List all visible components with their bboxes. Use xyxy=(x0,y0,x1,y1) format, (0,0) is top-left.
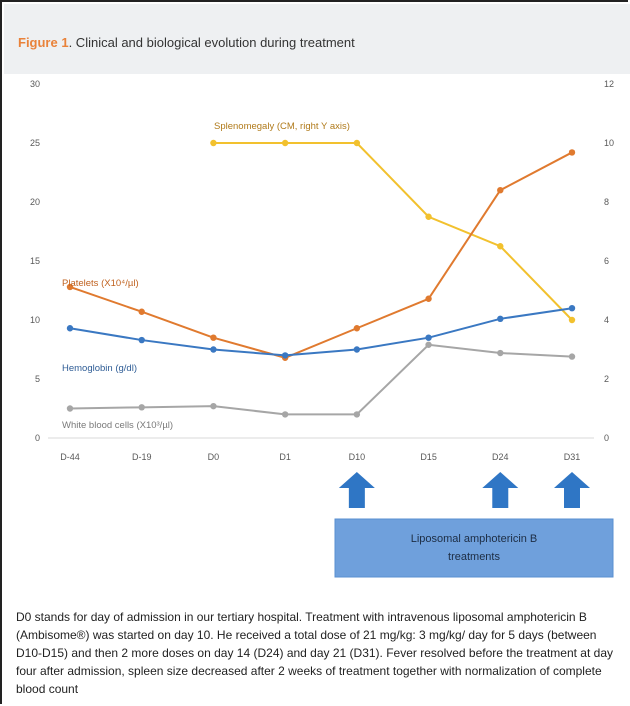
treatment-arrows xyxy=(338,472,590,508)
x-tick-label: D24 xyxy=(492,452,509,462)
series-point xyxy=(66,283,74,291)
series-point xyxy=(425,295,432,302)
series-point xyxy=(138,336,145,344)
treatment-box: Liposomal amphotericin B treatments xyxy=(334,518,614,578)
series-point xyxy=(210,346,217,353)
series-point xyxy=(66,325,74,332)
x-tick-label: D0 xyxy=(208,452,220,462)
y-right-tick-label: 12 xyxy=(604,79,614,89)
series-point xyxy=(425,341,432,348)
y-left-tick-label: 30 xyxy=(30,79,40,89)
treatment-arrow xyxy=(482,472,519,508)
series-line xyxy=(213,142,573,321)
series-point xyxy=(210,402,217,410)
series-point xyxy=(568,305,576,312)
series-labels: Splenomegaly (CM, right Y axis) Platelets… xyxy=(62,121,350,431)
series-point xyxy=(353,139,361,147)
x-tick-label: D10 xyxy=(349,452,366,462)
y-left-tick-label: 10 xyxy=(30,315,40,325)
series-label: Splenomegaly (CM, right Y axis) xyxy=(214,121,350,132)
y-left-tick-label: 15 xyxy=(30,256,40,266)
y-left-tick-label: 25 xyxy=(30,138,40,148)
right-y-axis: 0 2 4 6 8 10 12 xyxy=(604,79,614,443)
series-point xyxy=(138,404,145,411)
y-left-tick-label: 5 xyxy=(35,374,40,384)
x-tick-label: D15 xyxy=(420,452,437,462)
y-right-tick-label: 10 xyxy=(604,138,614,148)
series-point xyxy=(66,405,74,412)
left-y-axis: 0 5 10 15 20 25 30 xyxy=(30,79,40,443)
series-point xyxy=(497,243,504,250)
series-point xyxy=(568,149,576,156)
x-axis: D-44 D-19 D0 D1 D10 D15 D24 D31 xyxy=(60,452,580,462)
series-label: Hemoglobin (g/dl) xyxy=(62,363,137,374)
series-point xyxy=(568,316,576,324)
series-line xyxy=(69,151,573,359)
y-right-tick-label: 0 xyxy=(604,433,609,443)
figure-title: . Clinical and biological evolution duri… xyxy=(68,35,355,50)
x-tick-label: D31 xyxy=(564,452,581,462)
y-right-tick-label: 6 xyxy=(604,256,609,266)
figure-label: Figure 1 xyxy=(18,35,69,50)
y-left-tick-label: 20 xyxy=(30,197,40,207)
figure-note: D0 stands for day of admission in our te… xyxy=(16,610,613,696)
y-right-tick-label: 2 xyxy=(604,374,609,384)
series-point xyxy=(353,325,361,332)
x-tick-label: D-19 xyxy=(132,452,152,462)
series-point xyxy=(497,187,504,194)
x-tick-label: D-44 xyxy=(60,452,80,462)
series-point xyxy=(425,213,432,220)
series-label: White blood cells (X10³/µl) xyxy=(62,420,173,431)
treatment-label-line2: treatments xyxy=(448,551,500,563)
series-line xyxy=(69,307,573,357)
y-right-tick-label: 4 xyxy=(604,315,609,325)
series-point xyxy=(210,139,217,147)
series-point xyxy=(425,334,432,341)
series-point xyxy=(353,346,361,353)
series-point xyxy=(210,334,217,341)
series-point xyxy=(568,353,576,360)
series-point xyxy=(281,139,289,147)
y-left-tick-label: 0 xyxy=(35,433,40,443)
series-point xyxy=(138,308,145,315)
series-label: Platelets (X10⁴/µl) xyxy=(62,278,139,289)
caption-bar: Figure 1. Clinical and biological evolut… xyxy=(4,4,630,74)
figure-caption: Figure 1. Clinical and biological evolut… xyxy=(18,35,355,50)
treatment-arrow xyxy=(338,472,375,508)
treatment-box-rect xyxy=(334,518,614,578)
series-point xyxy=(353,411,361,418)
series-point xyxy=(497,349,504,357)
y-right-tick-label: 8 xyxy=(604,197,609,207)
treatment-label-line1: Liposomal amphotericin B xyxy=(411,533,538,545)
chart: 0 5 10 15 20 25 30 0 2 4 6 8 10 12 D-44 D-19 D0 D1 D10 D1… xyxy=(30,79,614,578)
treatment-arrow xyxy=(554,472,590,508)
x-tick-label: D1 xyxy=(279,452,291,462)
series-line xyxy=(69,343,573,416)
series-point xyxy=(281,352,289,359)
series-point xyxy=(281,411,289,418)
series-layer xyxy=(66,139,576,418)
series-point xyxy=(497,315,504,323)
